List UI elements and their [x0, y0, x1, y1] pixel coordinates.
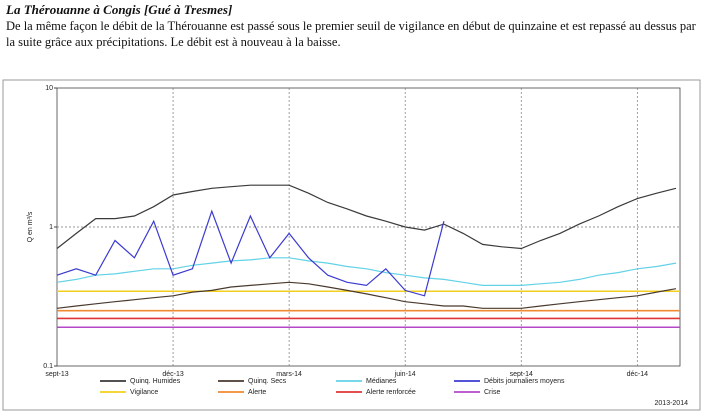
- legend-label: Débits journaliers moyens: [484, 378, 565, 385]
- legend-label: Alerte renforcée: [366, 389, 416, 396]
- x-tick-label: juin-14: [394, 371, 416, 378]
- y-axis-label: Q en m³/s: [27, 211, 34, 242]
- legend-label: Alerte: [248, 389, 266, 396]
- series-line: [56, 209, 445, 297]
- period-label: 2013-2014: [655, 400, 689, 407]
- description: De la même façon le débit de la Thérouan…: [6, 19, 696, 49]
- series-line: [56, 184, 677, 250]
- legend-label: Médianes: [366, 378, 397, 385]
- x-tick-label: déc-14: [627, 371, 649, 378]
- legend-label: Vigilance: [130, 389, 158, 396]
- legend-label: Quinq. Secs: [248, 378, 287, 385]
- y-tick-label: 10: [45, 85, 53, 92]
- x-tick-label: sept-13: [45, 371, 68, 378]
- y-tick-label: 1: [49, 224, 53, 231]
- x-tick-label: mars-14: [276, 371, 302, 378]
- series-line: [56, 257, 677, 286]
- chart-frame: [2, 79, 701, 411]
- x-tick-label: sept-14: [510, 371, 533, 378]
- series-line: [56, 281, 677, 309]
- title: La Thérouanne à Congis [Gué à Tresmes]: [6, 2, 233, 17]
- legend-label: Quinq. Humides: [130, 378, 181, 385]
- header: La Thérouanne à Congis [Gué à Tresmes] D…: [6, 2, 698, 50]
- x-tick-label: déc-13: [162, 371, 184, 378]
- y-tick-label: 0.1: [43, 363, 53, 370]
- legend-label: Crise: [484, 389, 500, 396]
